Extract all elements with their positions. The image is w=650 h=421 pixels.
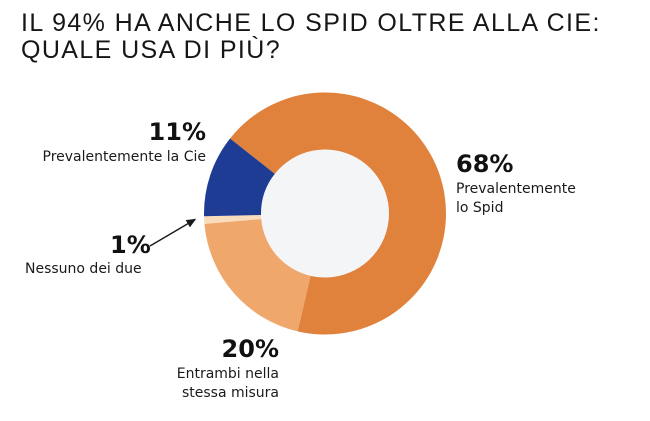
callout-nessuno-label: Nessuno dei due — [25, 261, 142, 277]
callout-entrambi-label-line1: Entrambi nella — [176, 366, 279, 382]
callout-entrambi-pct: 20% — [221, 335, 279, 363]
callout-arrow — [149, 218, 197, 247]
callout-entrambi: 20% Entrambi nella stessa misura — [177, 337, 279, 403]
callout-spid-label-line1: Prevalentemente — [456, 181, 576, 197]
callout-spid: 68% Prevalentemente lo Spid — [456, 152, 576, 218]
callout-cie-label: Prevalentemente la Cie — [42, 149, 206, 165]
chart-title-line2: QUALE USA DI PIÙ? — [21, 36, 281, 64]
donut-hole — [261, 149, 389, 278]
donut-segment-3 — [204, 214, 262, 224]
donut-segments — [204, 92, 446, 335]
chart-title: IL 94% HA ANCHE LO SPID OLTRE ALLA CIE: … — [21, 10, 601, 64]
callout-nessuno-pct: 1% — [110, 231, 151, 259]
callout-spid-label-line2: lo Spid — [456, 200, 504, 216]
callout-entrambi-label-line2: stessa misura — [181, 385, 279, 401]
callout-cie: 11% Prevalentemente la Cie — [43, 120, 206, 167]
donut-segment-4 — [204, 138, 275, 217]
chart-title-line1: IL 94% HA ANCHE LO SPID OLTRE ALLA CIE: — [21, 9, 601, 37]
callout-cie-pct: 11% — [148, 118, 206, 146]
donut-segment-1 — [230, 92, 446, 335]
callout-spid-pct: 68% — [456, 150, 514, 178]
donut-segment-2 — [204, 218, 311, 332]
